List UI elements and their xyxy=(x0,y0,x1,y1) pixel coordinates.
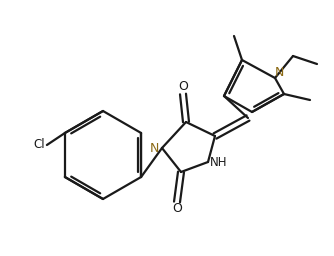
Text: O: O xyxy=(172,202,182,216)
Text: N: N xyxy=(149,142,159,155)
Text: Cl: Cl xyxy=(33,138,45,152)
Text: O: O xyxy=(178,80,188,93)
Text: N: N xyxy=(274,66,284,79)
Text: NH: NH xyxy=(210,155,228,168)
